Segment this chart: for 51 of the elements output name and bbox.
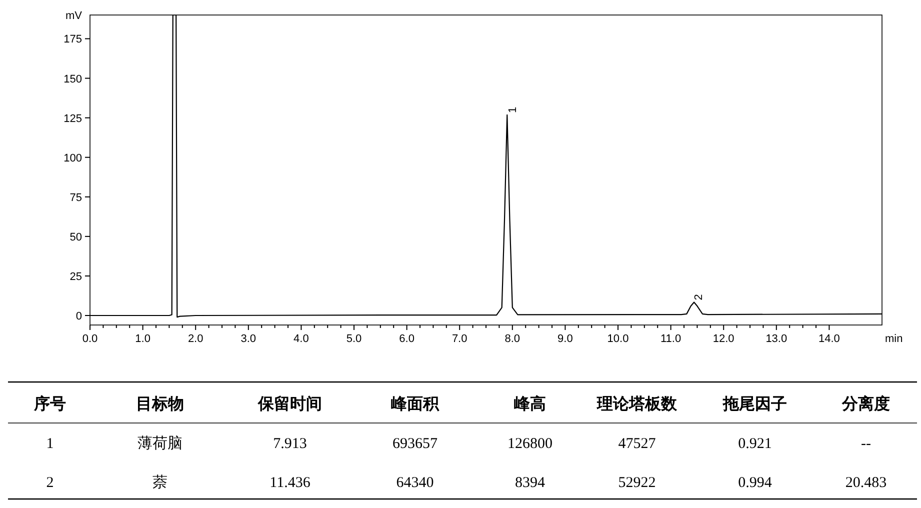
x-tick-label: 5.0: [346, 333, 362, 345]
category-label: 峰面积: [391, 394, 440, 413]
annotation: 2: [692, 294, 705, 300]
x-tick-label: 8.0: [504, 333, 520, 345]
x-tick-label: 3.0: [240, 333, 256, 345]
text: 7.913: [273, 436, 307, 452]
y-tick-label: 50: [70, 231, 82, 244]
category-label: 拖尾因子: [722, 394, 787, 413]
text: 693657: [392, 436, 438, 452]
x-tick-label: 9.0: [558, 333, 573, 345]
y-tick-label: 100: [64, 152, 82, 164]
y-tick-label: 25: [70, 270, 82, 283]
y-tick-label: 125: [64, 112, 82, 125]
x-tick-label: 10.0: [607, 333, 629, 345]
x-tick-label: 4.0: [294, 333, 309, 345]
text: 薄荷脑: [138, 436, 182, 452]
text: 0.921: [738, 436, 772, 452]
category-label: 序号: [33, 394, 66, 413]
x-axis-title: min: [885, 333, 903, 345]
x-tick-label: 13.0: [766, 333, 788, 345]
text: 8394: [515, 475, 545, 491]
text: 0.994: [738, 475, 772, 491]
text: 126800: [508, 436, 552, 452]
category-label: 理论塔板数: [596, 394, 678, 413]
text: --: [861, 436, 871, 452]
x-tick-label: 7.0: [452, 333, 468, 345]
x-tick-label: 6.0: [399, 333, 414, 345]
x-tick-label: 12.0: [712, 333, 734, 345]
text: 20.483: [845, 475, 887, 491]
y-axis-title: mV: [66, 10, 83, 22]
category-label: 保留时间: [257, 394, 322, 413]
text: 52922: [618, 475, 656, 491]
x-tick-label: 1.0: [135, 333, 150, 345]
y-tick-label: 75: [70, 192, 82, 204]
y-tick-label: 175: [64, 34, 82, 46]
category-label: 分离度: [841, 394, 890, 413]
y-tick-label: 150: [64, 73, 82, 86]
text: 11.436: [270, 475, 310, 491]
text: 2: [46, 475, 54, 491]
annotation: 1: [506, 106, 519, 113]
category-label: 目标物: [136, 394, 184, 413]
text: 64340: [396, 475, 434, 491]
x-tick-label: 14.0: [818, 333, 840, 345]
x-tick-label: 0.0: [82, 333, 98, 345]
text: 1: [46, 436, 54, 452]
text: 47527: [618, 436, 656, 452]
y-tick-label: 0: [76, 310, 82, 323]
x-tick-label: 2.0: [188, 333, 204, 345]
text: 萘: [152, 475, 168, 491]
category-label: 峰高: [514, 394, 546, 413]
x-tick-label: 11.0: [660, 333, 682, 345]
